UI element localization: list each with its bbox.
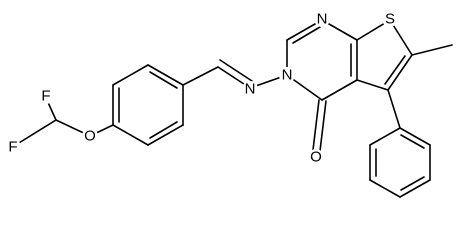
- bond: [147, 64, 184, 86]
- bond: [149, 71, 178, 89]
- molecule: F F O N N N S O: [5, 10, 453, 198]
- bond: [411, 44, 453, 56]
- label-mask: [5, 139, 21, 155]
- label-mask: [279, 67, 295, 83]
- bond: [321, 79, 358, 101]
- atom-label: N: [245, 81, 256, 98]
- label-mask: [82, 128, 98, 144]
- bond: [219, 59, 253, 82]
- bond: [369, 179, 401, 198]
- label-mask: [242, 81, 258, 97]
- bond: [399, 179, 431, 198]
- bond: [182, 66, 219, 86]
- bond: [356, 79, 389, 91]
- bond: [13, 119, 57, 147]
- bond: [319, 100, 327, 152]
- atom-label: N: [282, 67, 293, 84]
- atom-labels: F F O N N N S O: [5, 11, 398, 166]
- bond: [400, 134, 425, 149]
- bonds: [13, 19, 453, 198]
- bond: [149, 121, 178, 139]
- label-mask: [308, 149, 324, 165]
- bond: [312, 99, 320, 151]
- bond: [112, 124, 149, 146]
- bond: [387, 54, 413, 91]
- label-mask: [382, 11, 398, 27]
- atom-label: S: [385, 11, 395, 28]
- bond: [384, 55, 406, 85]
- bond: [147, 124, 184, 146]
- atom-label: O: [84, 128, 96, 145]
- label-mask: [38, 88, 54, 104]
- label-mask: [314, 11, 330, 27]
- bond: [112, 64, 149, 86]
- bond: [400, 176, 425, 191]
- bond: [369, 127, 401, 146]
- bond: [292, 26, 321, 44]
- atom-label: F: [8, 139, 17, 156]
- bond: [387, 89, 401, 129]
- atom-label: N: [317, 11, 328, 28]
- bond: [399, 127, 431, 146]
- atom-label: F: [41, 88, 50, 105]
- atom-label: O: [310, 149, 322, 166]
